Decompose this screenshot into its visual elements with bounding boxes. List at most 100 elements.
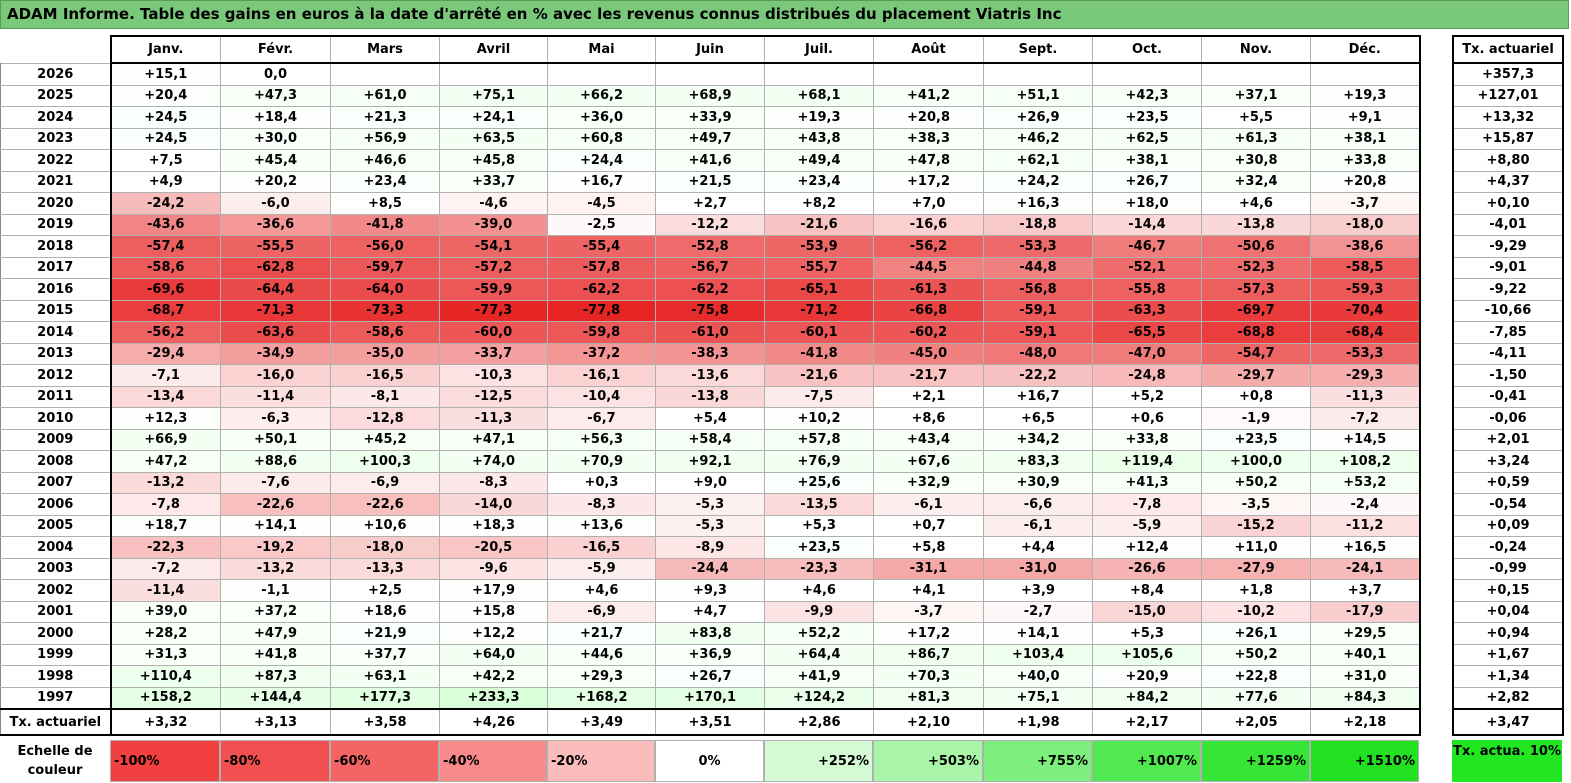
gain-cell: -8,1 (330, 385, 440, 408)
gain-cell: -53,9 (764, 235, 874, 258)
gain-cell: -24,4 (655, 557, 765, 580)
gain-cell: +170,1 (655, 686, 765, 710)
total-actuarial-rate: +3,47 (1452, 708, 1564, 736)
gain-cell: +45,2 (330, 428, 440, 451)
gain-cell: +25,6 (764, 471, 874, 494)
table-row: 2004 -22,3 -19,2 -18,0 -20,5 -16,5 -8,9 +23,5 +5… (0, 536, 1421, 559)
gain-cell: -21,7 (873, 364, 984, 387)
actuarial-rate-cell: -4,11 (1452, 342, 1564, 365)
gain-cell: +43,8 (764, 127, 874, 150)
actuarial-rate-cell: -7,85 (1452, 321, 1564, 344)
gain-cell: +16,5 (1310, 536, 1421, 559)
actuarial-rate-cell: +0,94 (1452, 622, 1564, 645)
actuarial-rate-cell: +0,09 (1452, 514, 1564, 537)
gain-cell: +32,9 (873, 471, 984, 494)
year-label: 2018 (0, 235, 111, 258)
gain-cell: +29,3 (547, 665, 656, 688)
table-row: 2020 -24,2 -6,0 +8,5 -4,6 -4,5 +2,7 +8,2 +7,0 +16… (0, 192, 1421, 215)
gain-cell: -6,9 (330, 471, 440, 494)
gain-cell: +23,5 (1201, 428, 1311, 451)
gain-cell: +46,6 (330, 149, 440, 172)
year-label: 2003 (0, 557, 111, 580)
gain-cell: +0,7 (873, 514, 984, 537)
gain-cell: -3,7 (873, 600, 984, 623)
gain-cell: +24,1 (439, 106, 548, 129)
gain-cell: +70,9 (547, 450, 656, 473)
gain-cell: -12,8 (330, 407, 440, 430)
gain-cell: +8,6 (873, 407, 984, 430)
gain-cell: +38,1 (1092, 149, 1202, 172)
actuarial-rate-cell: -0,06 (1452, 407, 1564, 430)
actuarial-rate-cell: -10,66 (1452, 299, 1564, 322)
gain-cell: +4,4 (983, 536, 1093, 559)
total-cell: +1,98 (983, 708, 1093, 736)
gain-cell: +23,5 (1092, 106, 1202, 129)
gain-cell: -75,8 (655, 299, 765, 322)
gain-cell: -69,6 (109, 278, 221, 301)
year-label: 2009 (0, 428, 111, 451)
gain-cell (1201, 62, 1311, 86)
gain-cell: -55,5 (220, 235, 331, 258)
gain-cell: -69,7 (1201, 299, 1311, 322)
gain-cell: -64,4 (220, 278, 331, 301)
gain-cell: -33,7 (439, 342, 548, 365)
year-label: 2021 (0, 170, 111, 193)
gain-cell: -41,8 (330, 213, 440, 236)
gain-cell: +30,0 (220, 127, 331, 150)
gain-cell: +18,4 (220, 106, 331, 129)
gain-cell: +16,7 (983, 385, 1093, 408)
gain-cell: +3,9 (983, 579, 1093, 602)
gain-cell: -56,2 (873, 235, 984, 258)
gain-cell: +4,7 (655, 600, 765, 623)
actuarial-rate-cell: -9,01 (1452, 256, 1564, 279)
table-row: 2010 +12,3 -6,3 -12,8 -11,3 -6,7 +5,4 +10,2 +8,6… (0, 407, 1421, 430)
gain-cell: -7,2 (109, 557, 221, 580)
gain-cell: +124,2 (764, 686, 874, 710)
gain-cell: +56,3 (547, 428, 656, 451)
gain-cell (330, 62, 440, 86)
scale-swatch: +503% (873, 740, 983, 782)
gain-cell: +88,6 (220, 450, 331, 473)
gain-cell: -12,5 (439, 385, 548, 408)
gain-cell: -22,2 (983, 364, 1093, 387)
gain-cell: +41,3 (1092, 471, 1202, 494)
gain-cell: +5,3 (764, 514, 874, 537)
gain-cell: -44,5 (873, 256, 984, 279)
gain-cell: -24,8 (1092, 364, 1202, 387)
table-row: 1997 +158,2 +144,4 +177,3 +233,3 +168,2 +170,1… (0, 686, 1421, 710)
year-label: 2017 (0, 256, 111, 279)
gain-cell: +75,1 (983, 686, 1093, 710)
month-header: Déc. (1310, 35, 1421, 64)
total-cell: +2,10 (873, 708, 984, 736)
gain-cell: -21,6 (764, 364, 874, 387)
gain-cell: -57,3 (1201, 278, 1311, 301)
year-label: 2012 (0, 364, 111, 387)
gain-cell: +4,9 (109, 170, 221, 193)
gain-cell: -56,8 (983, 278, 1093, 301)
gain-cell: +84,2 (1092, 686, 1202, 710)
total-cell: +2,05 (1201, 708, 1311, 736)
gain-cell: -24,2 (109, 192, 221, 215)
gain-cell: +26,9 (983, 106, 1093, 129)
gain-cell: -77,3 (439, 299, 548, 322)
gain-cell: -13,4 (109, 385, 221, 408)
gain-cell: -62,8 (220, 256, 331, 279)
gain-cell: +70,3 (873, 665, 984, 688)
gain-cell: -58,6 (330, 321, 440, 344)
gain-cell: -53,3 (1310, 342, 1421, 365)
gain-cell: -7,5 (764, 385, 874, 408)
actuarial-rate-cell: +0,04 (1452, 600, 1564, 623)
actuarial-rate-cell: -9,22 (1452, 278, 1564, 301)
gain-cell: +21,5 (655, 170, 765, 193)
gain-cell: -1,9 (1201, 407, 1311, 430)
total-cell: +2,86 (764, 708, 874, 736)
gain-cell: +58,4 (655, 428, 765, 451)
gain-cell: +67,6 (873, 450, 984, 473)
year-label: 1998 (0, 665, 111, 688)
scale-swatch: -80% (220, 740, 330, 782)
gain-cell: +77,6 (1201, 686, 1311, 710)
month-header: Juin (655, 35, 765, 64)
scale-swatch: -100% (110, 740, 220, 782)
gain-cell: -54,7 (1201, 342, 1311, 365)
table-row: 2024 +24,5 +18,4 +21,3 +24,1 +36,0 +33,9 +19,3 +… (0, 106, 1421, 129)
